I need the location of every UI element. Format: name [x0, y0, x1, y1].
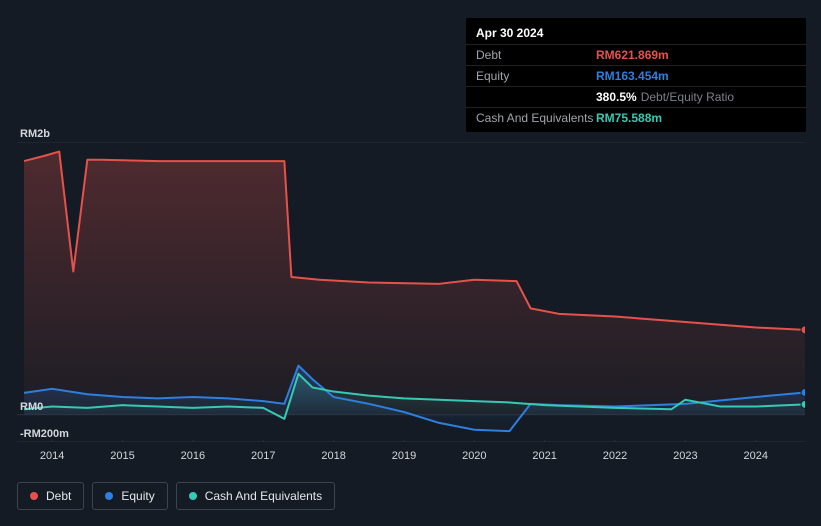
x-axis-label: 2020 — [462, 450, 486, 462]
tooltip-value: 380.5%Debt/Equity Ratio — [596, 90, 796, 104]
x-axis-label: 2017 — [251, 450, 275, 462]
x-axis-label: 2023 — [673, 450, 697, 462]
tooltip-key: Debt — [476, 48, 596, 62]
legend-item-debt[interactable]: Debt — [17, 482, 84, 510]
legend-dot — [189, 492, 197, 500]
tooltip-key — [476, 90, 596, 104]
tooltip-row: EquityRM163.454m — [466, 65, 806, 86]
x-axis-label: 2015 — [110, 450, 134, 462]
chart-tooltip: Apr 30 2024 DebtRM621.869mEquityRM163.45… — [466, 18, 806, 132]
tooltip-row: 380.5%Debt/Equity Ratio — [466, 86, 806, 107]
legend-dot — [105, 492, 113, 500]
x-axis-label: 2018 — [321, 450, 345, 462]
legend: Debt Equity Cash And Equivalents — [17, 482, 335, 510]
debt-equity-chart: { "type": "area-line-timeseries", "backg… — [0, 0, 821, 526]
tooltip-key: Cash And Equivalents — [476, 111, 596, 125]
legend-label: Equity — [121, 489, 154, 503]
tooltip-row: DebtRM621.869m — [466, 44, 806, 65]
tooltip-value: RM621.869m — [596, 48, 796, 62]
x-axis-label: 2024 — [744, 450, 768, 462]
x-axis-label: 2016 — [181, 450, 205, 462]
x-axis-label: 2022 — [603, 450, 627, 462]
legend-label: Debt — [46, 489, 71, 503]
chart-plot — [17, 142, 805, 442]
legend-dot — [30, 492, 38, 500]
x-axis-label: 2021 — [532, 450, 556, 462]
tooltip-row: Cash And EquivalentsRM75.588m — [466, 107, 806, 128]
tooltip-date: Apr 30 2024 — [466, 22, 806, 44]
tooltip-key: Equity — [476, 69, 596, 83]
y-axis-label: RM2b — [20, 128, 50, 140]
y-axis-label: RM0 — [20, 401, 43, 413]
y-axis-label: -RM200m — [20, 428, 69, 440]
tooltip-value: RM163.454m — [596, 69, 796, 83]
legend-item-cash-and-equivalents[interactable]: Cash And Equivalents — [176, 482, 335, 510]
x-axis-label: 2019 — [392, 450, 416, 462]
legend-item-equity[interactable]: Equity — [92, 482, 167, 510]
tooltip-value: RM75.588m — [596, 111, 796, 125]
x-axis-label: 2014 — [40, 450, 64, 462]
legend-label: Cash And Equivalents — [205, 489, 322, 503]
